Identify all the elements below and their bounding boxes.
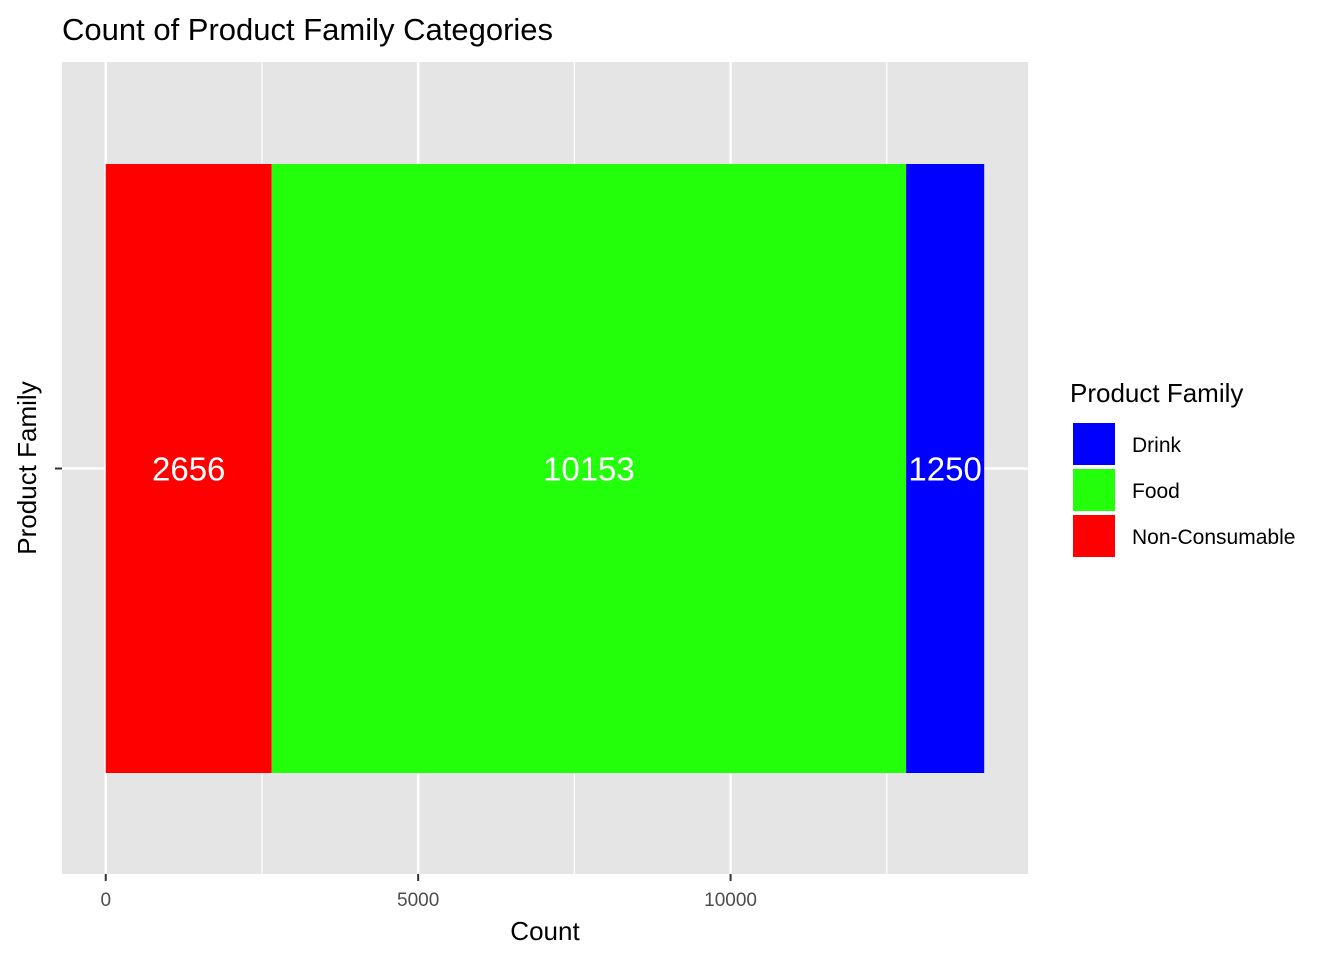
legend-label-food: Food (1132, 480, 1180, 503)
bar-segments (105, 164, 985, 773)
x-tick-label: 0 (100, 890, 111, 911)
bar-label-drink: 1250 (908, 451, 981, 488)
bar-label-non-consumable: 2656 (152, 451, 225, 488)
legend-key-food (1071, 467, 1117, 513)
x-tick-label: 10000 (704, 890, 757, 911)
y-axis-title: Product Family (12, 381, 42, 554)
bar-label-food: 10153 (543, 451, 635, 488)
legend-key-drink (1071, 421, 1117, 467)
bar-value-labels: 2656 10153 1250 (152, 451, 982, 488)
legend-entries: Drink Food Non-Consumable (1071, 421, 1295, 559)
axes: 0 5000 10000 (55, 467, 757, 911)
legend-key-non-consumable (1071, 513, 1117, 559)
x-tick-label: 5000 (397, 890, 439, 911)
chart-title: Count of Product Family Categories (62, 12, 553, 47)
bar-segment-drink (906, 164, 985, 773)
x-axis-title: Count (510, 916, 580, 946)
bar-segment-non-consumable (105, 164, 272, 773)
legend-label-drink: Drink (1132, 434, 1182, 457)
bar-segment-food (271, 164, 907, 773)
legend-title: Product Family (1070, 378, 1243, 408)
legend-label-non-consumable: Non-Consumable (1132, 526, 1295, 549)
legend: Product Family Drink Food Non-Consumable (1070, 378, 1295, 559)
